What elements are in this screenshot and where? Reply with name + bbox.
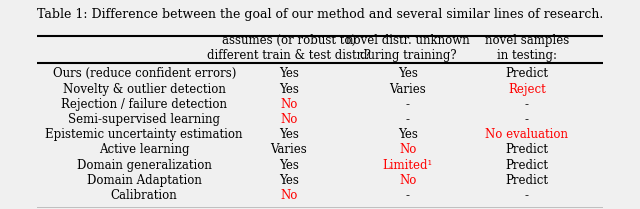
Text: -: - — [406, 189, 410, 202]
Text: No: No — [280, 189, 298, 202]
Text: Domain generalization: Domain generalization — [77, 159, 212, 172]
Text: Yes: Yes — [398, 128, 418, 141]
Text: Domain Adaptation: Domain Adaptation — [87, 174, 202, 187]
Text: Varies: Varies — [271, 143, 307, 156]
Text: Yes: Yes — [279, 67, 299, 80]
Text: -: - — [525, 189, 529, 202]
Text: Active learning: Active learning — [99, 143, 189, 156]
Text: Epistemic uncertainty estimation: Epistemic uncertainty estimation — [45, 128, 243, 141]
Text: No: No — [280, 98, 298, 111]
Text: novel distr. unknown
during training?: novel distr. unknown during training? — [346, 34, 470, 62]
Text: -: - — [406, 113, 410, 126]
Text: Reject: Reject — [508, 83, 546, 96]
Text: Semi-supervised learning: Semi-supervised learning — [68, 113, 220, 126]
Text: Yes: Yes — [279, 159, 299, 172]
Text: Calibration: Calibration — [111, 189, 178, 202]
Text: No evaluation: No evaluation — [486, 128, 568, 141]
Text: No: No — [399, 174, 417, 187]
Text: -: - — [525, 113, 529, 126]
Text: -: - — [525, 98, 529, 111]
Text: Novelty & outlier detection: Novelty & outlier detection — [63, 83, 226, 96]
Text: Yes: Yes — [279, 128, 299, 141]
Text: novel samples
in testing:: novel samples in testing: — [485, 34, 569, 62]
Text: Yes: Yes — [279, 83, 299, 96]
Text: -: - — [406, 98, 410, 111]
Text: Predict: Predict — [506, 174, 548, 187]
Text: Varies: Varies — [390, 83, 426, 96]
Text: Yes: Yes — [398, 67, 418, 80]
Text: Rejection / failure detection: Rejection / failure detection — [61, 98, 227, 111]
Text: Predict: Predict — [506, 159, 548, 172]
Text: Limited¹: Limited¹ — [383, 159, 433, 172]
Text: No: No — [399, 143, 417, 156]
Text: Predict: Predict — [506, 67, 548, 80]
Text: Table 1: Difference between the goal of our method and several similar lines of : Table 1: Difference between the goal of … — [37, 8, 603, 20]
Text: Predict: Predict — [506, 143, 548, 156]
Text: Yes: Yes — [279, 174, 299, 187]
Text: Ours (reduce confident errors): Ours (reduce confident errors) — [52, 67, 236, 80]
Text: No: No — [280, 113, 298, 126]
Text: assumes (or robust to)
different train & test distr.?: assumes (or robust to) different train &… — [207, 34, 371, 62]
